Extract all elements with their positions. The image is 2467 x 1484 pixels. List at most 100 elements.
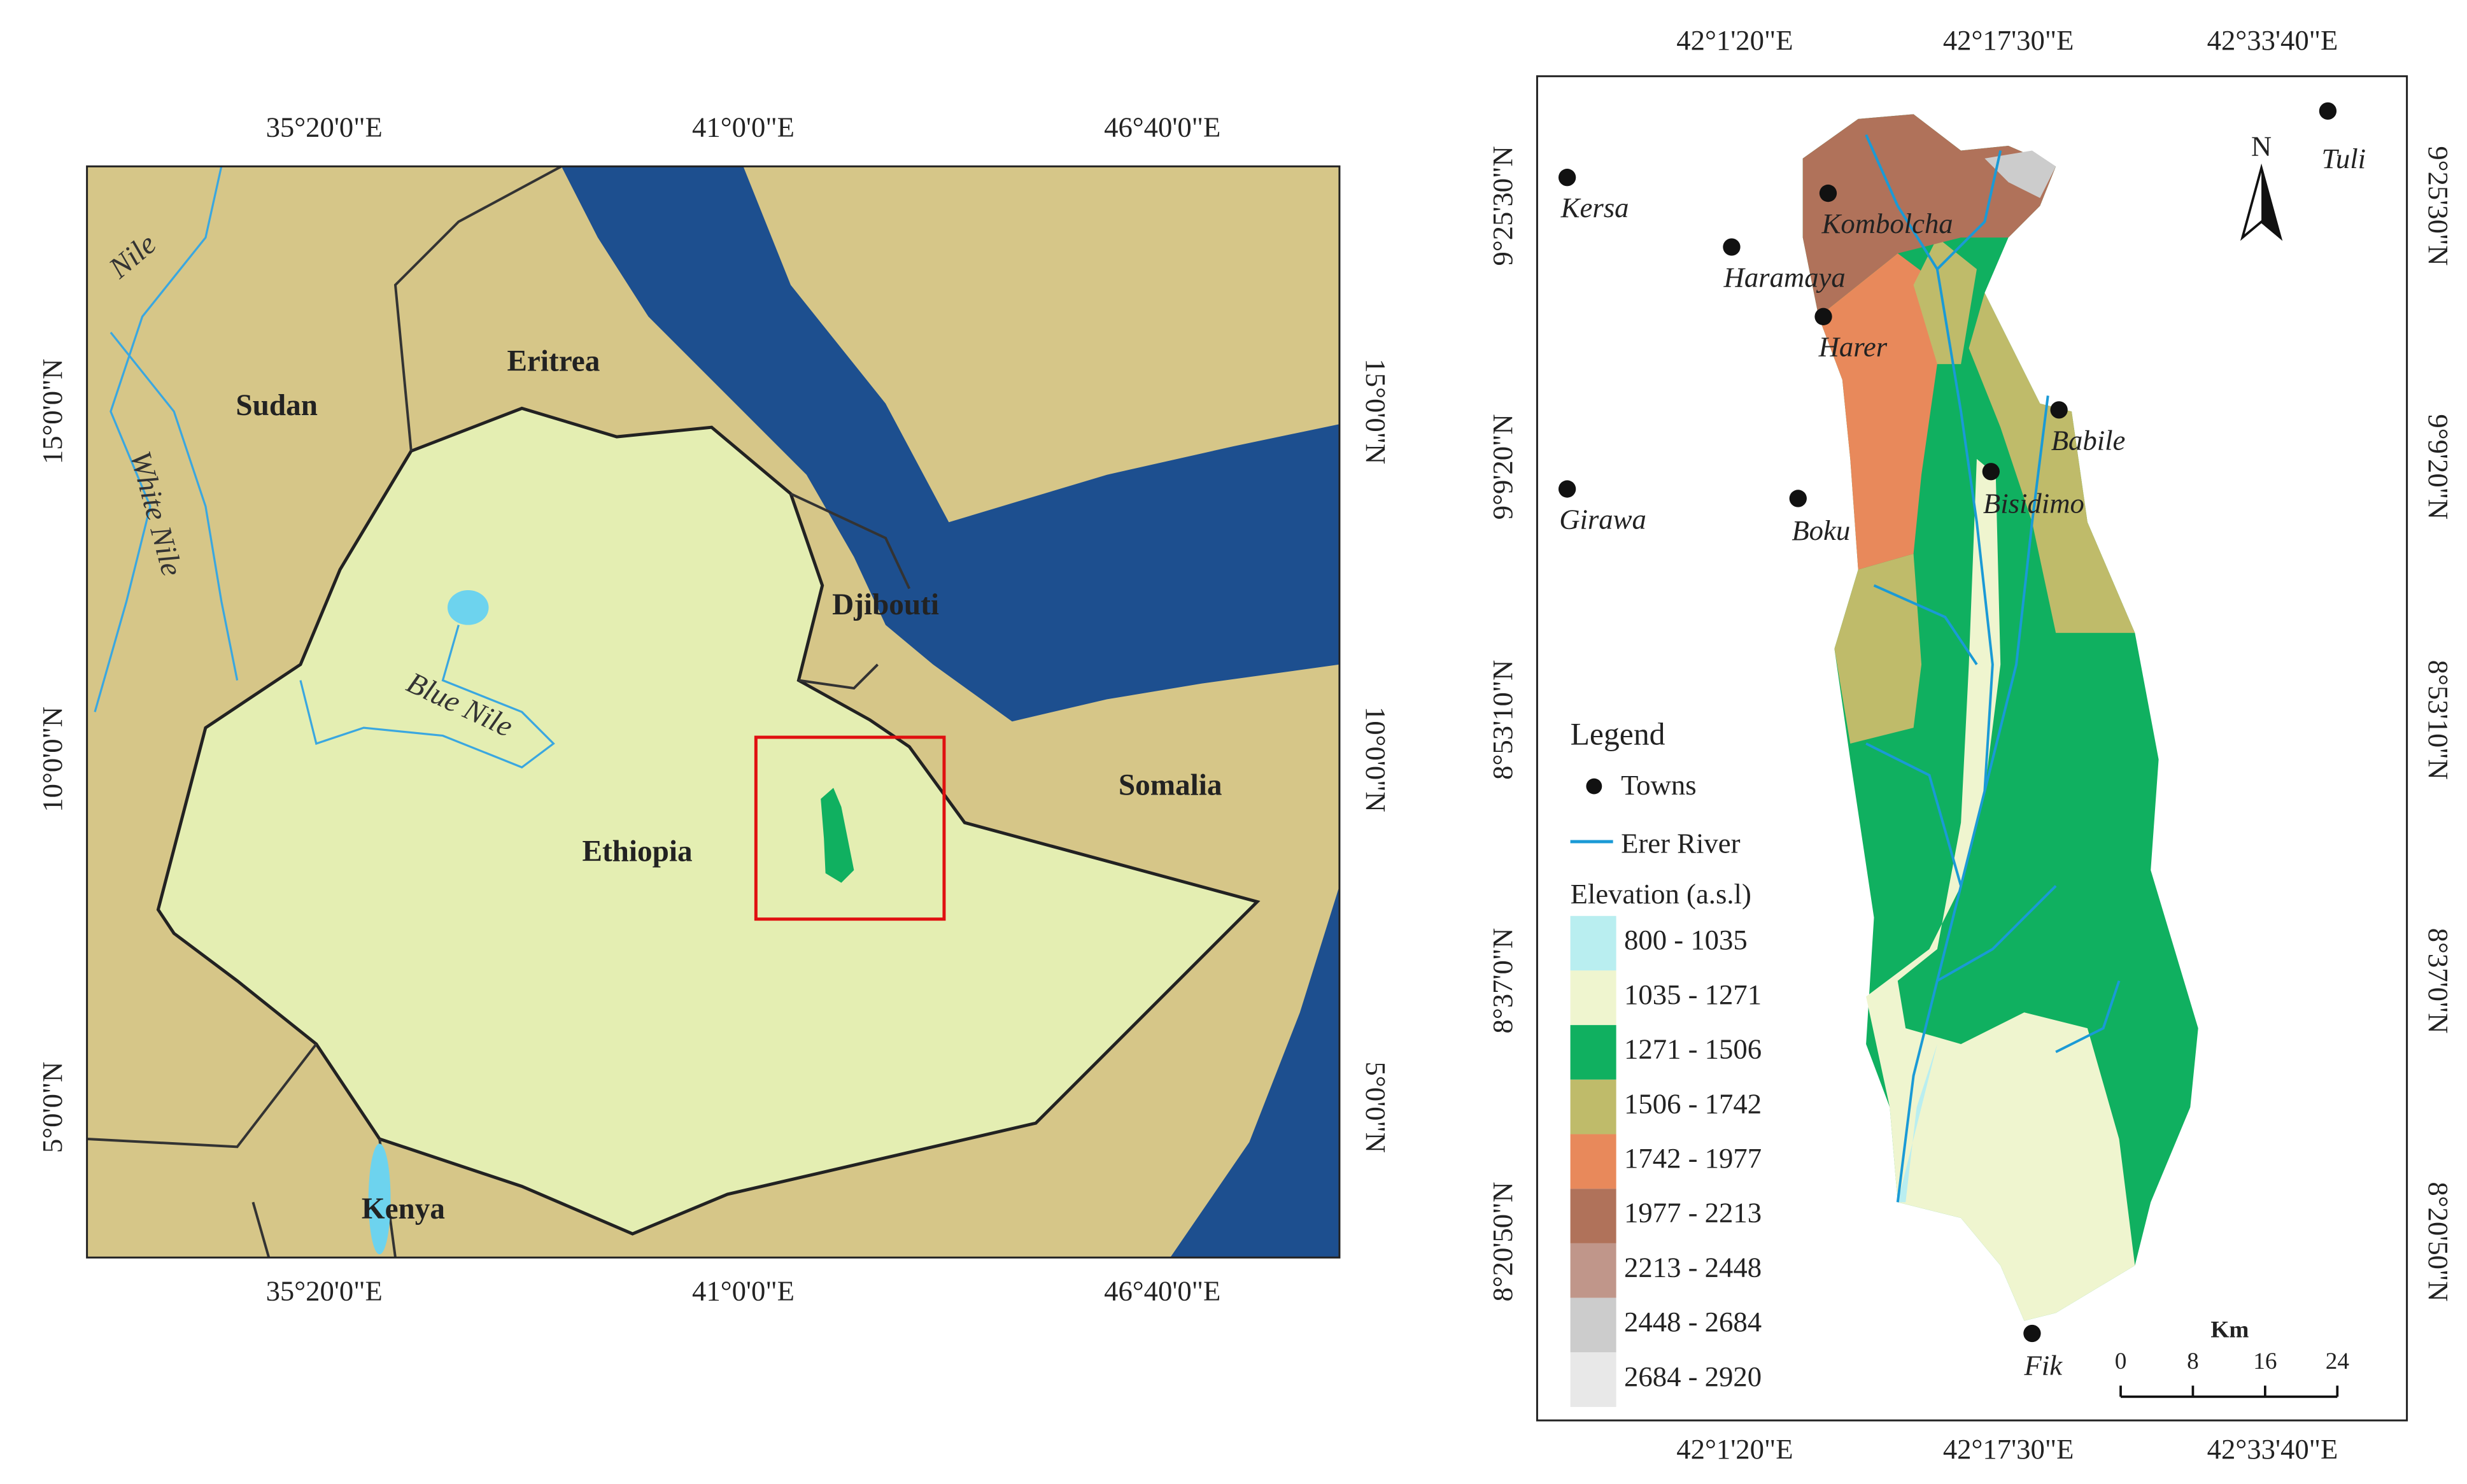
red-sea (561, 166, 1340, 722)
erer-river (1865, 134, 2121, 1203)
river (94, 166, 223, 712)
y-tick-label: 8°53'10"N (2422, 660, 2454, 780)
elevation-zone (1818, 253, 1962, 570)
river (1873, 584, 1978, 665)
y-tick-label: 9°9'20"N (2422, 414, 2454, 519)
town-marker (2023, 1324, 2041, 1343)
elevation-zone (1984, 150, 2056, 199)
indian-ocean (1170, 886, 1340, 1258)
place-label: Djibouti (832, 588, 939, 621)
y-tick-label: 5°0'0"N (1360, 1062, 1392, 1154)
legend-swatch (1570, 1297, 1616, 1353)
legend-swatch (1570, 1025, 1616, 1080)
legend-class-label: 2213 - 2448 (1624, 1251, 1762, 1283)
town-marker (1982, 463, 2000, 481)
scale-tick-label: 24 (2326, 1348, 2350, 1374)
border-line (87, 1043, 318, 1148)
elevation-zone (1969, 293, 2135, 633)
scale-tick-label: 8 (2187, 1348, 2199, 1374)
border-line (393, 165, 562, 451)
legend-class-label: 1742 - 1977 (1624, 1142, 1762, 1174)
x-tick-label: 41°0'0"E (692, 1275, 795, 1307)
legend-class-label: 1035 - 1271 (1624, 979, 1762, 1010)
legend-class-label: 800 - 1035 (1624, 924, 1748, 956)
town-label: Bisidimo (1983, 488, 2084, 519)
legend-title: Legend (1571, 716, 1665, 751)
town-label: Kersa (1560, 192, 1629, 223)
town-marker (1814, 307, 1832, 325)
legend-swatch (1570, 970, 1616, 1026)
legend-swatch (1570, 1243, 1616, 1298)
river (1865, 134, 1994, 1203)
elevation-zone (1897, 1043, 1937, 1203)
legend-class-label: 1271 - 1506 (1624, 1033, 1762, 1065)
x-tick-label: 42°33'40"E (2207, 24, 2338, 56)
river (1936, 150, 2002, 271)
place-label: Sudan (236, 389, 318, 422)
ethiopia (156, 406, 1261, 1236)
town-marker (1558, 480, 1576, 498)
border-line (790, 492, 911, 590)
river (1983, 395, 2049, 791)
x-tick-label: 41°0'0"E (692, 111, 795, 143)
place-label: Eritrea (507, 345, 600, 378)
scale-unit: Km (2210, 1317, 2249, 1343)
y-tick-label: 8°53'10"N (1487, 660, 1518, 780)
lake-turkana (368, 1143, 391, 1255)
rivers (94, 166, 555, 769)
x-tick-label: 42°1'20"E (1676, 24, 1793, 56)
town-marker (1789, 490, 1807, 507)
x-tick-label: 42°1'20"E (1676, 1433, 1793, 1465)
north-arrow-half (2261, 167, 2280, 238)
x-tick-label: 35°20'0"E (266, 1275, 383, 1307)
town-label: Girawa (1559, 503, 1646, 535)
towns: Kersa Haramaya Kombolcha Harer Babile Bisidim… (1558, 102, 2366, 1381)
lake-tana (447, 590, 489, 625)
x-tick-label: 35°20'0"E (266, 111, 383, 143)
watershed (1802, 114, 2198, 1321)
river (110, 332, 239, 681)
x-tick-label: 46°40'0"E (1104, 111, 1220, 143)
borders (87, 165, 911, 1258)
y-tick-label: 10°0'0"N (36, 707, 68, 812)
elevation-zone (1866, 458, 2135, 1321)
watershed-map: Kersa Haramaya Kombolcha Harer Babile Bisidim… (1536, 75, 2408, 1422)
legend-town-symbol (1586, 778, 1602, 795)
town-marker (1723, 238, 1741, 256)
y-tick-label: 15°0'0"N (1360, 358, 1392, 464)
border-line (798, 663, 879, 690)
x-tick-label: 42°17'30"E (1943, 1433, 2074, 1465)
legend: Legend Towns Erer River Elevation (a.s.l… (1570, 716, 1762, 1408)
y-tick-label: 8°37'0"N (2422, 928, 2454, 1034)
place-label: Kenya (362, 1192, 445, 1226)
y-tick-label: 8°37'0"N (1487, 928, 1518, 1034)
town-label: Harer (1818, 331, 1888, 363)
border-line (251, 1201, 271, 1258)
legend-class-label: 1506 - 1742 (1624, 1087, 1762, 1119)
town-label: Boku (1792, 514, 1850, 546)
legend-class-label: 2684 - 2920 (1624, 1360, 1762, 1392)
elevation-zone (1913, 237, 1977, 364)
legend-swatch (1570, 1189, 1616, 1243)
y-tick-label: 9°25'30"N (2422, 146, 2454, 265)
legend-class-label: 1977 - 2213 (1624, 1197, 1762, 1229)
y-tick-label: 9°25'30"N (1487, 146, 1518, 265)
town-marker (1819, 184, 1837, 202)
legend-towns: Towns (1621, 769, 1697, 801)
x-tick-label: 42°33'40"E (2207, 1433, 2338, 1465)
river (1936, 885, 2057, 982)
legend-swatch (1570, 1134, 1616, 1189)
watershed-location (821, 788, 854, 883)
regional-map (86, 165, 1341, 1259)
y-tick-label: 5°0'0"N (36, 1062, 68, 1154)
town-label: Fik (2023, 1349, 2063, 1381)
legend-swatch (1570, 915, 1616, 971)
x-tick-label: 42°17'30"E (1943, 24, 2074, 56)
town-label: Tuli (2321, 143, 2366, 174)
legend-class-label: 2448 - 2684 (1624, 1306, 1762, 1338)
scale-tick-label: 16 (2253, 1348, 2277, 1374)
y-tick-label: 9°9'20"N (1487, 414, 1518, 519)
y-tick-label: 8°20'50"N (1487, 1182, 1518, 1301)
